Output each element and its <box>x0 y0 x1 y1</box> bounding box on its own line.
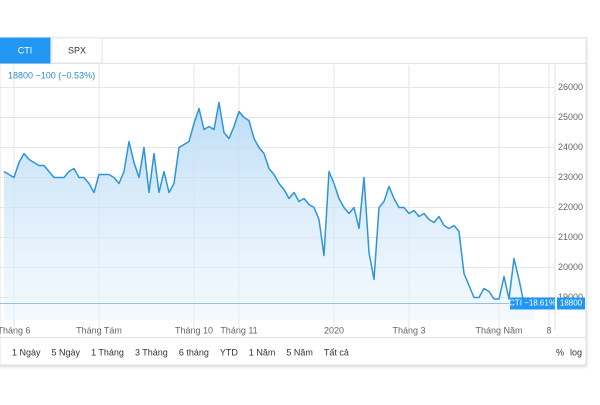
toggle-button[interactable]: % <box>556 347 564 357</box>
tab[interactable] <box>0 37 51 64</box>
x-tick-label: 8 <box>546 325 551 335</box>
tab-label[interactable]: SPX <box>68 45 86 55</box>
y-tick-label: 24000 <box>558 142 583 152</box>
range-button[interactable]: 3 Tháng <box>135 347 168 357</box>
y-tick-label: 21000 <box>558 232 583 242</box>
range-button[interactable]: 5 Ngày <box>52 347 81 357</box>
range-button[interactable]: Tất cả <box>324 347 349 357</box>
y-tick-label: 22000 <box>558 202 583 212</box>
area <box>4 102 534 320</box>
y-tick-label: 25000 <box>558 112 583 122</box>
range-button[interactable]: 1 Ngày <box>12 347 41 357</box>
x-tick-label: Tháng 6 <box>0 325 31 335</box>
quote-header: 18800 −100 (−0.53%) <box>8 70 95 80</box>
x-tick-label: 2020 <box>324 325 344 335</box>
range-button[interactable]: YTD <box>220 347 239 357</box>
y-tick-label: 26000 <box>558 82 583 92</box>
range-button[interactable]: 6 tháng <box>179 347 209 357</box>
price-value-bg <box>557 297 585 310</box>
tab-label[interactable]: CTI <box>18 45 33 55</box>
y-tick-label: 19000 <box>558 292 583 302</box>
range-button[interactable]: 5 Năm <box>286 347 313 357</box>
plot: 19000 20000 21000 22000 23000 24000 25000 26000… <box>0 65 585 335</box>
price-value: 18800 <box>560 299 583 308</box>
price-label-bg <box>510 297 555 310</box>
x-tick-label: Tháng 11 <box>220 325 257 335</box>
line <box>3 101 535 305</box>
x-tick-label: Tháng 3 <box>392 325 425 335</box>
price-label: CTI −18.61% <box>509 299 556 308</box>
y-tick-label: 20000 <box>558 262 583 272</box>
range-button[interactable]: 1 Năm <box>249 347 276 357</box>
x-tick-label: Tháng 10 <box>175 325 213 335</box>
x-tick-label: Tháng Tám <box>76 325 122 335</box>
tab[interactable] <box>51 37 103 64</box>
y-tick-label: 23000 <box>558 172 583 182</box>
x-tick-label: Tháng Năm <box>475 325 522 335</box>
toggle-button[interactable]: log <box>570 347 582 357</box>
range-button[interactable]: 1 Tháng <box>91 347 124 357</box>
